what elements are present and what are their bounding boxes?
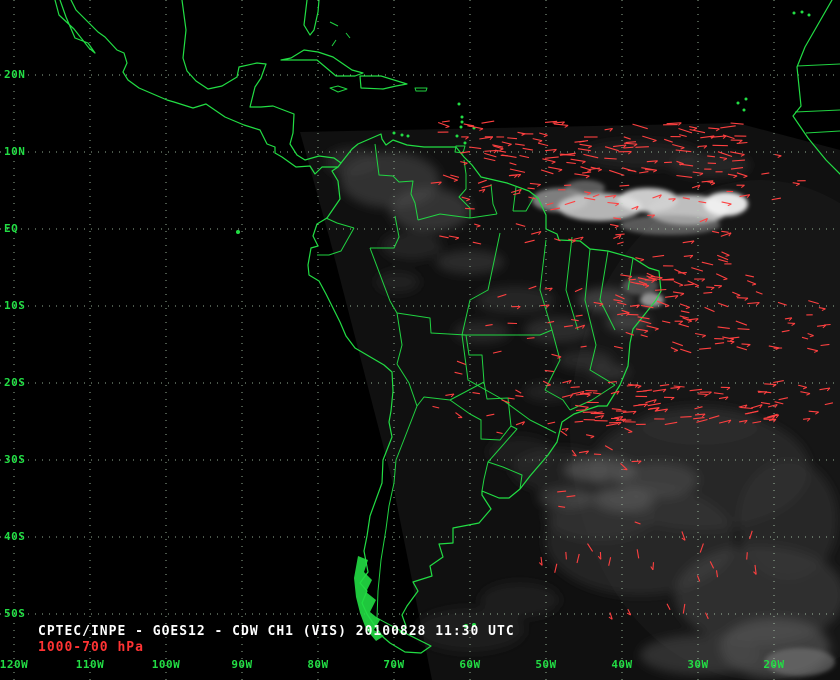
lesser-antilles-islands xyxy=(392,102,476,145)
product-title: CPTEC/INPE - GOES12 - CDW CH1 (VIS) 2010… xyxy=(38,624,515,639)
lat-label: 50S xyxy=(4,606,26,620)
cuba-coastline xyxy=(280,49,364,77)
galapagos-island xyxy=(236,230,240,234)
brazil-state-borders xyxy=(461,232,634,434)
lon-label: 120W xyxy=(0,658,29,671)
west-africa-borders xyxy=(794,63,840,134)
lat-label: 40S xyxy=(4,529,26,543)
bright-cloud-layer xyxy=(532,180,835,676)
lon-label: 70W xyxy=(383,658,405,671)
lat-label: 10N xyxy=(4,144,26,158)
bahamas-islands xyxy=(329,21,351,47)
lat-label: EQ xyxy=(4,221,19,235)
lat-label: 10S xyxy=(4,298,26,312)
baja-california-coastline xyxy=(54,0,96,54)
lon-label: 110W xyxy=(75,658,105,671)
patagonia-fjords xyxy=(354,556,384,641)
lon-label: 100W xyxy=(151,658,181,671)
lat-label: 30S xyxy=(4,452,26,466)
jamaica-coastline xyxy=(329,85,348,93)
pressure-layer-label: 1000-700 hPa xyxy=(38,640,144,655)
central-america-caribbean-coastline xyxy=(181,0,342,164)
lon-label: 20W xyxy=(763,658,785,671)
central-america-pacific-coastline xyxy=(70,0,339,175)
lon-label: 40W xyxy=(611,658,633,671)
falkland-islands xyxy=(464,623,476,628)
lon-label: 60W xyxy=(459,658,481,671)
cloud-haze-layer xyxy=(326,141,840,678)
lat-label: 20S xyxy=(4,375,26,389)
lon-label: 30W xyxy=(687,658,709,671)
wind-vector-layer xyxy=(430,120,834,620)
atlantic-islands xyxy=(736,10,811,112)
hispaniola-coastline xyxy=(359,75,408,90)
puerto-rico-coastline xyxy=(414,87,428,92)
south-america-coastline xyxy=(307,133,662,654)
lon-label: 80W xyxy=(307,658,329,671)
florida-coastline xyxy=(303,0,320,36)
west-africa-coastline xyxy=(792,0,840,175)
lat-label: 20N xyxy=(4,67,26,81)
lon-label: 90W xyxy=(231,658,253,671)
lon-label: 50W xyxy=(535,658,557,671)
coastline-layer xyxy=(54,0,840,654)
country-borders xyxy=(317,143,535,634)
